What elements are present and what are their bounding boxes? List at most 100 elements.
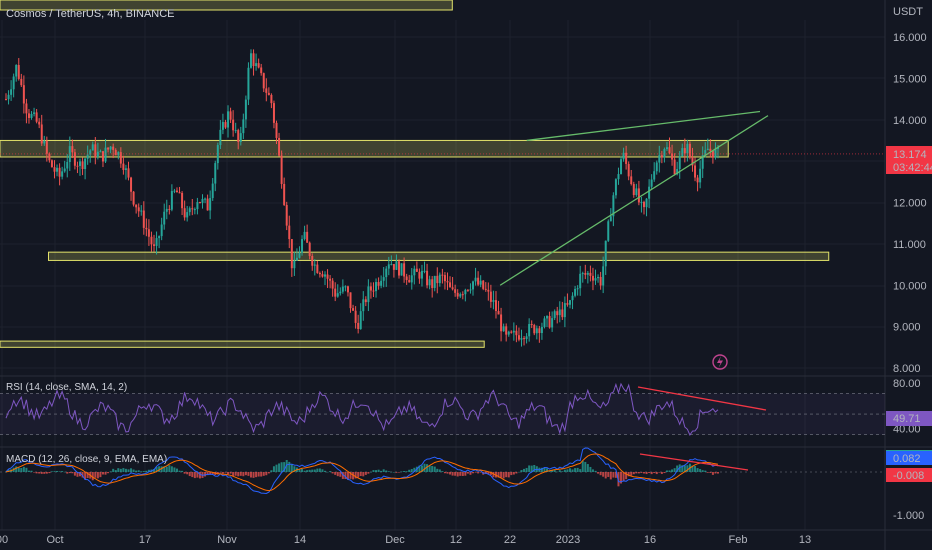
macd-hist-bar	[285, 460, 288, 472]
macd-hist-bar	[472, 472, 475, 474]
candle-body	[50, 160, 53, 168]
macd-hist-bar	[30, 470, 33, 472]
macd-hist-bar	[620, 472, 623, 484]
macd-hist-bar	[489, 472, 492, 476]
candle-body	[262, 73, 265, 89]
candle-body	[206, 198, 209, 211]
macd-hist-bar	[275, 464, 278, 472]
macd-hist-bar	[352, 472, 355, 480]
candle-body	[392, 264, 395, 270]
macd-hist-bar	[124, 468, 127, 472]
candle-body	[127, 168, 130, 178]
candle-body	[188, 208, 191, 213]
macd-hist-bar	[433, 466, 436, 472]
candle-body	[303, 231, 306, 240]
macd-hist-bar	[581, 460, 584, 472]
price-tick-label: 14.000	[893, 115, 927, 127]
macd-hist-bar	[191, 472, 194, 478]
candle-body	[540, 326, 543, 334]
macd-hist-bar	[622, 472, 625, 481]
candle-body	[533, 325, 536, 334]
candle-body	[464, 289, 467, 295]
macd-hist-bar	[367, 472, 370, 474]
macd-hist-bar	[563, 469, 566, 472]
macd-hist-bar	[331, 472, 334, 474]
candle-body	[104, 147, 107, 162]
candle-body	[461, 294, 464, 296]
candle-body	[142, 210, 145, 228]
candle-body	[209, 198, 212, 211]
macd-hist-bar	[637, 472, 640, 474]
candle-body	[525, 336, 528, 339]
time-tick-label: 13	[799, 534, 811, 546]
candle-body	[313, 264, 316, 266]
macd-hist-bar	[597, 472, 600, 474]
candle-body	[311, 256, 314, 266]
candle-body	[117, 152, 120, 156]
trendline	[526, 110, 761, 142]
candle-body	[487, 289, 490, 292]
macd-hist-bar	[155, 466, 158, 472]
candle-body	[472, 281, 475, 290]
candle-body	[650, 179, 653, 187]
candle-body	[40, 124, 43, 144]
macd-hist-bar	[602, 472, 605, 477]
candle-body	[354, 310, 357, 323]
candle-body	[219, 129, 222, 146]
candle-body	[145, 227, 148, 230]
macd-hist-bar	[94, 472, 97, 478]
candle-body	[346, 286, 349, 293]
candle-body	[334, 288, 337, 297]
macd-hist-bar	[84, 472, 87, 480]
candle-body	[449, 282, 452, 288]
macd-hist-bar	[612, 472, 615, 478]
macd-hist-bar	[267, 472, 270, 474]
candle-body	[671, 153, 674, 160]
candle-body	[285, 204, 288, 226]
macd-hist-bar	[461, 472, 464, 476]
candle-body	[423, 270, 426, 272]
candle-body	[61, 171, 64, 177]
candle-body	[691, 157, 694, 166]
macd-hist-bar	[500, 472, 503, 478]
candle-body	[678, 156, 681, 169]
candle-body	[660, 155, 663, 158]
macd-hist-bar	[158, 466, 161, 472]
candle-body	[239, 133, 242, 143]
macd-hist-bar	[188, 472, 191, 477]
candle-body	[645, 198, 648, 208]
macd-hist-bar	[308, 469, 311, 472]
macd-hist-bar	[168, 465, 171, 472]
candle-body	[403, 263, 406, 277]
zone-support-mid	[48, 251, 830, 261]
time-tick-label: 12	[450, 534, 462, 546]
macd-hist-bar	[147, 469, 150, 472]
macd-hist-bar	[436, 468, 439, 472]
macd-hist-bar	[443, 472, 446, 474]
candle-body	[556, 311, 559, 316]
candle-body	[632, 184, 635, 195]
candle-body	[466, 289, 469, 291]
candle-body	[505, 326, 508, 335]
candle-body	[33, 112, 36, 114]
candle-body	[415, 268, 418, 272]
macd-hist-bar	[50, 471, 53, 472]
macd-hist-bar	[400, 471, 403, 473]
macd-hist-bar	[35, 472, 38, 474]
macd-hist-bar	[553, 469, 556, 472]
rsi-line	[5, 382, 719, 437]
candle-body	[160, 224, 163, 237]
candle-body	[523, 338, 526, 340]
lightning-icon[interactable]	[712, 354, 728, 370]
candle-body	[150, 236, 153, 245]
price-tick-label: 11.000	[893, 239, 926, 251]
rsi-divergence-line	[637, 386, 767, 411]
candle-body	[701, 155, 704, 169]
candle-body	[247, 67, 250, 100]
candle-body	[94, 144, 97, 158]
candle-body	[604, 240, 607, 267]
candle-body	[711, 150, 714, 158]
candle-body	[436, 275, 439, 284]
candle-body	[528, 324, 531, 337]
